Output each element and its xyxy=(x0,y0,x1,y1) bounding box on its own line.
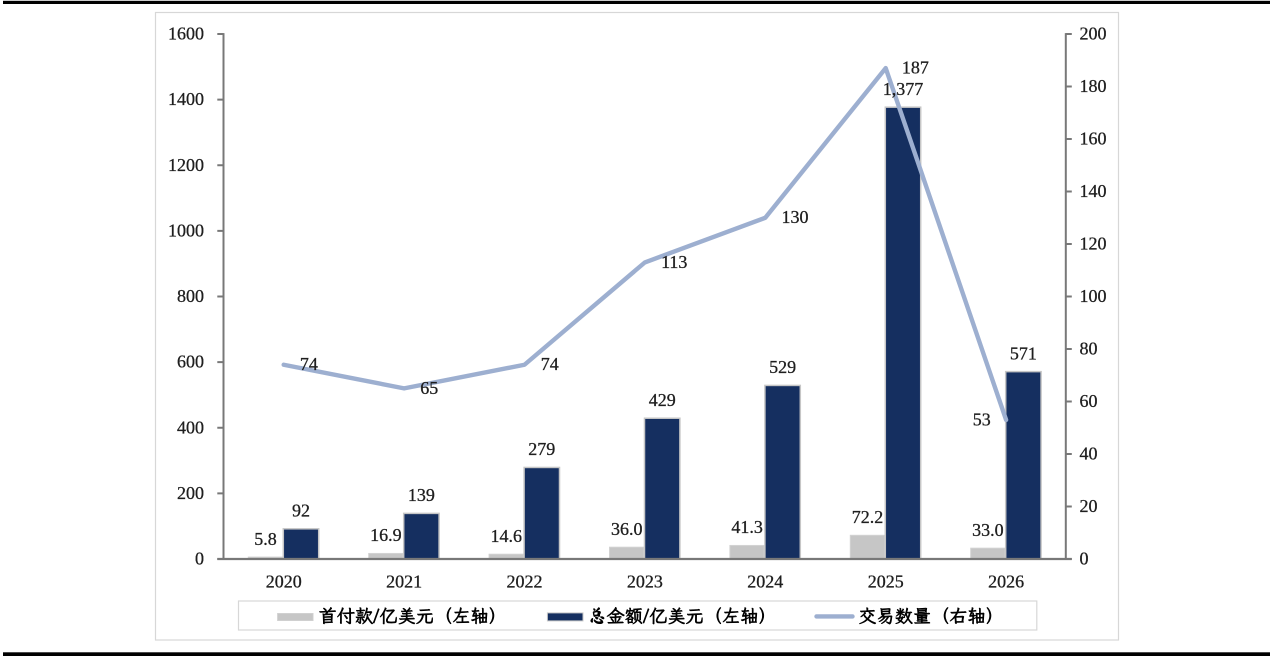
svg-text:40: 40 xyxy=(1080,444,1098,464)
svg-text:5.8: 5.8 xyxy=(254,529,277,549)
svg-text:571: 571 xyxy=(1010,343,1037,363)
svg-text:53: 53 xyxy=(973,409,991,429)
svg-text:2026: 2026 xyxy=(988,571,1024,591)
svg-text:400: 400 xyxy=(177,417,204,437)
svg-text:74: 74 xyxy=(300,354,318,374)
svg-text:20: 20 xyxy=(1080,496,1098,516)
svg-text:65: 65 xyxy=(420,378,438,398)
svg-text:160: 160 xyxy=(1080,129,1107,149)
svg-text:1600: 1600 xyxy=(168,24,204,44)
svg-text:33.0: 33.0 xyxy=(972,520,1004,540)
svg-text:139: 139 xyxy=(408,485,435,505)
svg-text:14.6: 14.6 xyxy=(491,526,523,546)
svg-text:2022: 2022 xyxy=(507,571,543,591)
svg-text:187: 187 xyxy=(902,58,929,78)
svg-text:140: 140 xyxy=(1080,181,1107,201)
svg-text:200: 200 xyxy=(1080,24,1107,44)
svg-text:180: 180 xyxy=(1080,76,1107,96)
svg-text:1400: 1400 xyxy=(168,89,204,109)
svg-text:16.9: 16.9 xyxy=(370,525,402,545)
svg-text:113: 113 xyxy=(661,252,687,272)
svg-text:1,377: 1,377 xyxy=(883,79,924,99)
svg-text:100: 100 xyxy=(1080,286,1107,306)
svg-text:2021: 2021 xyxy=(386,571,422,591)
svg-text:429: 429 xyxy=(649,390,676,410)
svg-text:60: 60 xyxy=(1080,391,1098,411)
svg-text:529: 529 xyxy=(769,357,796,377)
svg-text:92: 92 xyxy=(292,501,310,521)
svg-text:120: 120 xyxy=(1080,234,1107,254)
svg-text:800: 800 xyxy=(177,286,204,306)
svg-text:72.2: 72.2 xyxy=(852,507,884,527)
svg-text:74: 74 xyxy=(541,354,559,374)
svg-text:0: 0 xyxy=(195,549,204,569)
svg-text:41.3: 41.3 xyxy=(731,517,763,537)
svg-text:2020: 2020 xyxy=(266,571,302,591)
svg-text:200: 200 xyxy=(177,483,204,503)
svg-text:2023: 2023 xyxy=(627,571,663,591)
svg-text:36.0: 36.0 xyxy=(611,519,643,539)
svg-text:130: 130 xyxy=(782,207,809,227)
svg-text:1200: 1200 xyxy=(168,155,204,175)
svg-text:279: 279 xyxy=(528,439,555,459)
svg-text:2025: 2025 xyxy=(868,571,904,591)
svg-text:1000: 1000 xyxy=(168,220,204,240)
svg-text:2024: 2024 xyxy=(747,571,783,591)
svg-text:600: 600 xyxy=(177,352,204,372)
svg-text:0: 0 xyxy=(1080,549,1089,569)
svg-text:80: 80 xyxy=(1080,339,1098,359)
